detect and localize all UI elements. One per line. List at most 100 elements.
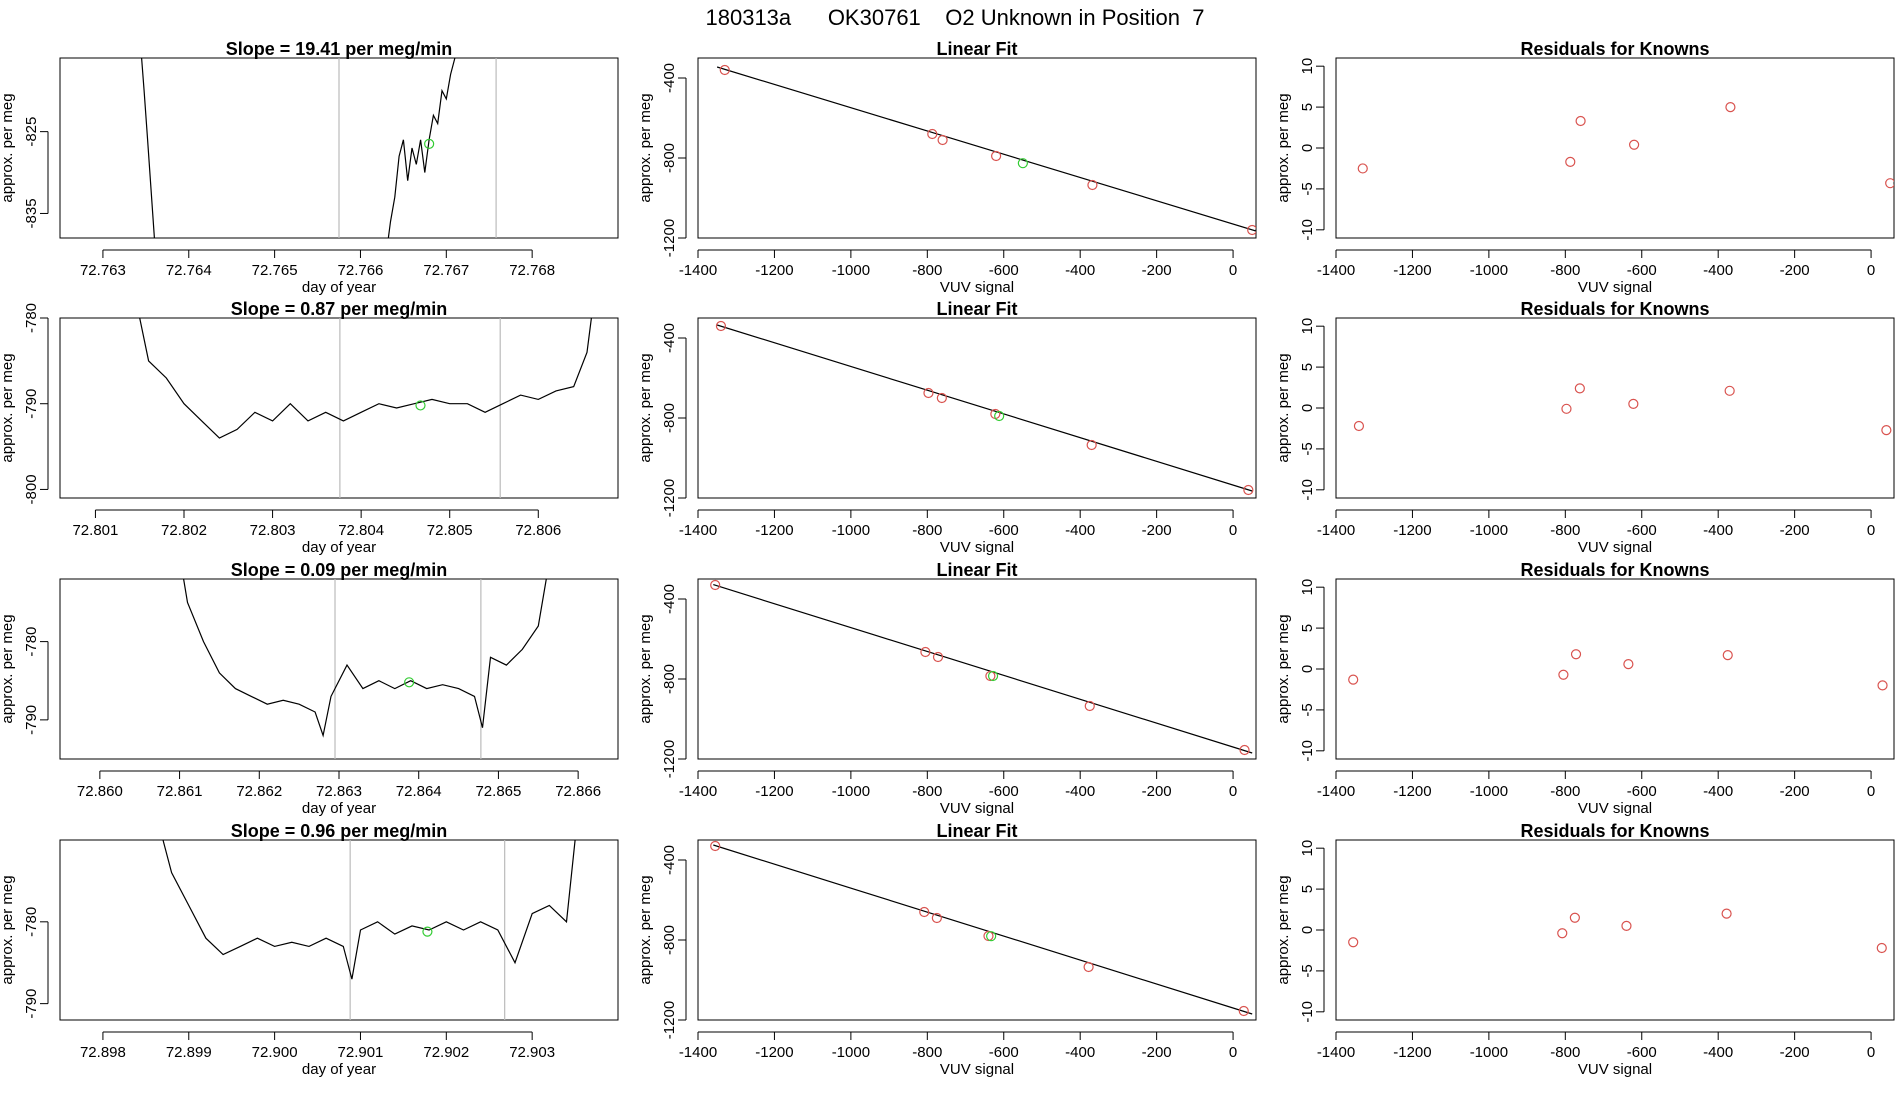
- y-tick-label: -5: [1299, 182, 1316, 195]
- x-tick-label: -800: [912, 522, 942, 539]
- x-tick-label: -200: [1780, 262, 1810, 279]
- x-axis-label: VUV signal: [940, 800, 1014, 817]
- plot-frame: [1335, 317, 1895, 499]
- y-tick-label: -790: [23, 705, 40, 735]
- residual-point: [1629, 139, 1640, 150]
- unknown-point: [994, 410, 1005, 422]
- y-tick-label: -400: [661, 845, 678, 875]
- x-tick-label: 0: [1867, 1044, 1875, 1061]
- plot-frame: [59, 578, 619, 760]
- known-point: [927, 128, 938, 140]
- x-tick-label: -600: [989, 1044, 1019, 1061]
- x-tick-label: 0: [1867, 522, 1875, 539]
- y-tick-label: -1200: [661, 219, 678, 257]
- plot-area: [1348, 908, 1887, 954]
- x-tick-label: -1000: [1470, 783, 1508, 800]
- residual-point: [1348, 937, 1359, 948]
- x-tick-label: -400: [1065, 262, 1095, 279]
- x-tick-label: -1400: [679, 1044, 717, 1061]
- unknown-point: [415, 400, 426, 411]
- residual-point: [1557, 928, 1568, 939]
- y-tick-label: -5: [1299, 964, 1316, 977]
- y-tick-label: -1200: [661, 1001, 678, 1039]
- y-tick-label: -800: [661, 925, 678, 955]
- x-tick-label: -600: [1627, 262, 1657, 279]
- y-tick-label: -10: [1299, 479, 1316, 501]
- x-tick-label: 72.861: [157, 783, 203, 800]
- plot-frame: [1335, 578, 1895, 760]
- y-tick-label: -10: [1299, 1001, 1316, 1023]
- known-point: [1247, 224, 1256, 236]
- x-tick-label: 72.765: [252, 262, 298, 279]
- known-point: [937, 134, 948, 146]
- plot-area: [710, 579, 1253, 756]
- y-tick-label: -800: [661, 664, 678, 694]
- unknown-point: [422, 926, 433, 937]
- y-tick-label: -400: [661, 63, 678, 93]
- known-point: [931, 912, 942, 924]
- trace-line: [183, 579, 547, 738]
- x-tick-label: -1200: [755, 783, 793, 800]
- y-tick-label: -790: [23, 989, 40, 1019]
- y-tick-label: -400: [661, 323, 678, 353]
- known-point: [1086, 439, 1097, 451]
- y-tick-label: 5: [1299, 103, 1316, 111]
- trace-line: [141, 58, 156, 238]
- x-tick-label: 72.803: [250, 522, 296, 539]
- known-point: [920, 646, 931, 658]
- x-tick-label: -600: [1627, 783, 1657, 800]
- x-tick-label: -1000: [832, 1044, 870, 1061]
- x-axis-label: VUV signal: [940, 1061, 1014, 1078]
- x-tick-label: 0: [1229, 783, 1237, 800]
- x-tick-label: 72.801: [72, 522, 118, 539]
- y-tick-label: 5: [1299, 363, 1316, 371]
- fit-line: [713, 584, 1253, 754]
- y-tick-label: 10: [1299, 579, 1316, 596]
- x-tick-label: -600: [1627, 1044, 1657, 1061]
- y-tick-label: -5: [1299, 703, 1316, 716]
- known-point: [710, 840, 721, 852]
- x-tick-label: 72.865: [475, 783, 521, 800]
- y-tick-label: 0: [1299, 665, 1316, 673]
- y-tick-label: -1200: [661, 479, 678, 517]
- page-title: 180313a OK30761 O2 Unknown in Position 7: [706, 5, 1205, 30]
- x-tick-label: 72.763: [80, 262, 126, 279]
- plot-area: [183, 579, 547, 759]
- x-axis-label: day of year: [302, 800, 376, 817]
- x-tick-label: 72.764: [166, 262, 212, 279]
- x-axis-label: VUV signal: [940, 539, 1014, 556]
- plot-area: [1353, 383, 1892, 436]
- y-axis-label: approx. per meg: [637, 93, 654, 202]
- y-tick-label: -10: [1299, 740, 1316, 762]
- y-tick-label: -780: [23, 907, 40, 937]
- y-tick-label: -790: [23, 389, 40, 419]
- x-tick-label: -200: [1142, 522, 1172, 539]
- known-point: [1239, 744, 1250, 756]
- x-tick-label: -800: [1550, 783, 1580, 800]
- x-tick-label: -400: [1065, 783, 1095, 800]
- y-axis-label: approx. per meg: [0, 93, 16, 202]
- panel-title: Slope = 19.41 per meg/min: [226, 39, 453, 59]
- x-tick-label: -1200: [1393, 262, 1431, 279]
- residual-point: [1574, 383, 1585, 394]
- x-tick-label: -600: [989, 783, 1019, 800]
- residual-point: [1877, 680, 1888, 691]
- residual-point: [1721, 908, 1732, 919]
- trace-line: [139, 318, 592, 439]
- y-axis-label: approx. per meg: [637, 353, 654, 462]
- y-tick-label: 5: [1299, 624, 1316, 632]
- x-tick-label: 72.768: [509, 262, 555, 279]
- fit-line: [713, 844, 1253, 1015]
- x-tick-label: -400: [1703, 1044, 1733, 1061]
- x-tick-label: 72.805: [427, 522, 473, 539]
- panel-residuals-row-2: Residuals for Knowns-1400 -1200 -1000 -800-…: [1275, 299, 1895, 556]
- residual-point: [1565, 156, 1576, 168]
- trace-line: [387, 58, 456, 238]
- x-tick-label: -400: [1065, 1044, 1095, 1061]
- y-tick-label: -10: [1299, 219, 1316, 241]
- x-tick-label: -1200: [1393, 783, 1431, 800]
- known-point: [936, 392, 947, 404]
- y-axis-label: approx. per meg: [1275, 93, 1292, 202]
- x-tick-label: -1400: [679, 783, 717, 800]
- x-tick-label: 72.806: [515, 522, 561, 539]
